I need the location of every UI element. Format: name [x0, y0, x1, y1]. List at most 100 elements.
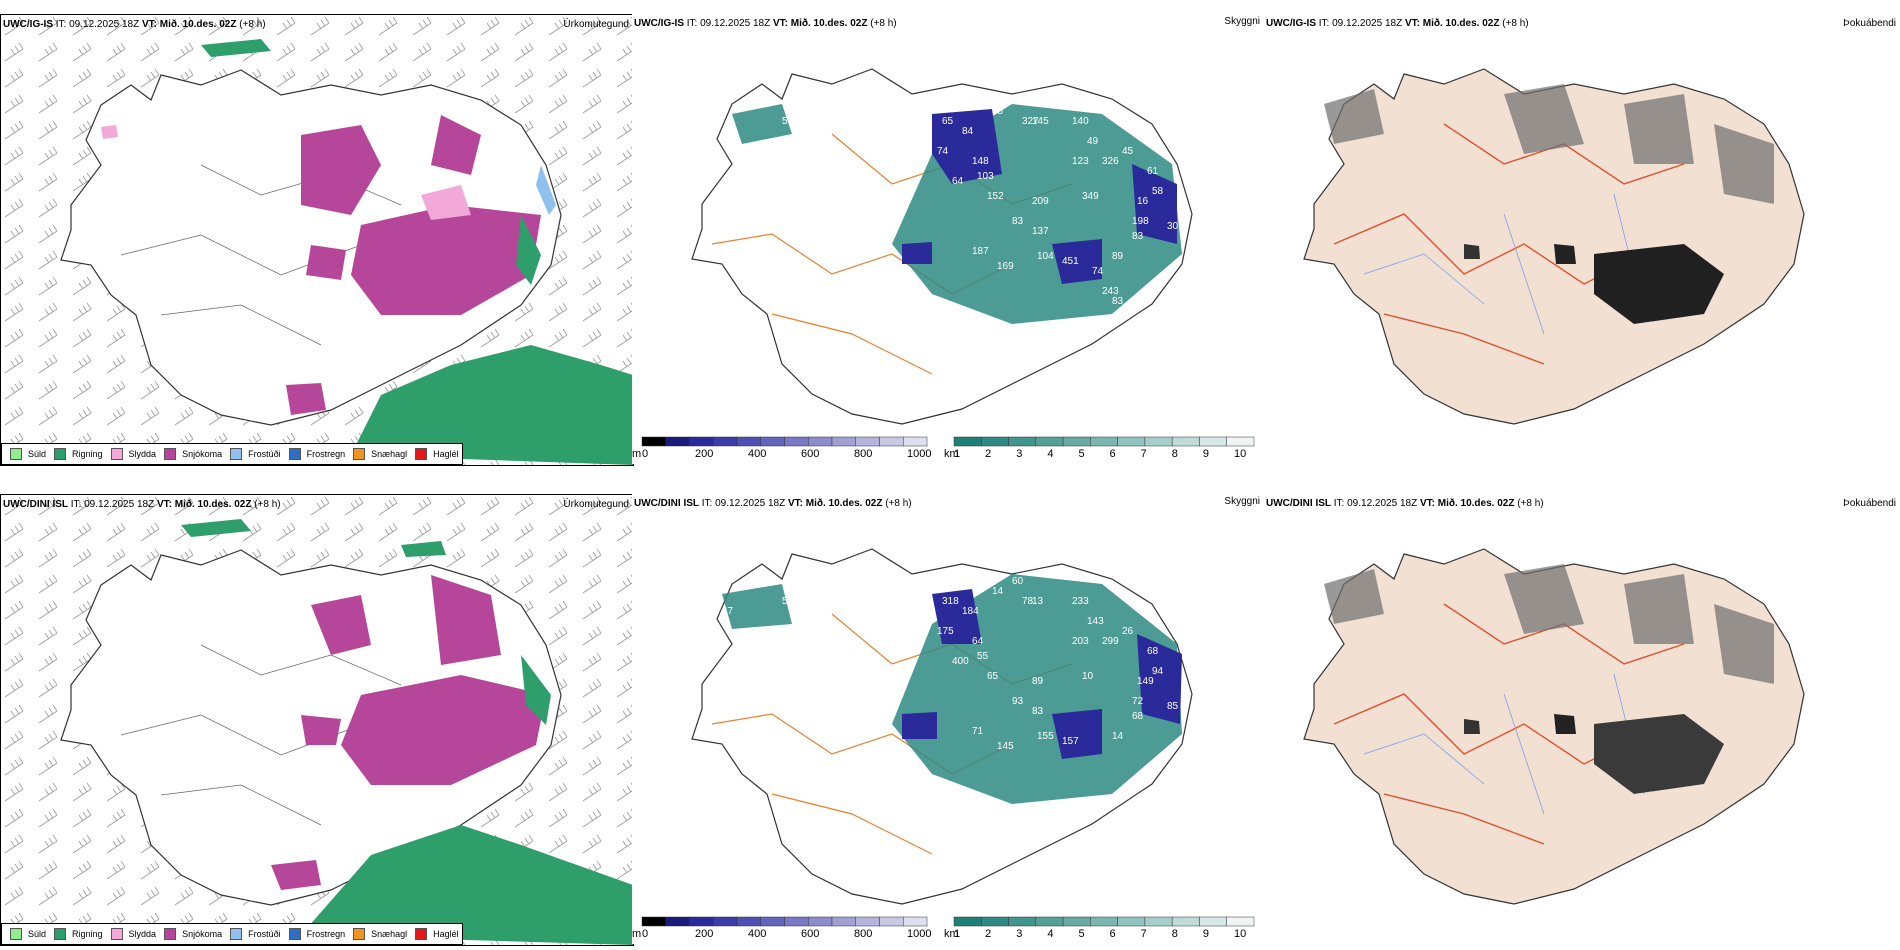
colorbar-segment	[953, 916, 982, 927]
legend-item: Snæhagl	[353, 448, 407, 460]
visibility-label: 104	[1037, 251, 1054, 262]
visibility-label: 209	[1032, 196, 1049, 207]
colorbar-segment	[1117, 916, 1146, 927]
legend-item: Snjókoma	[164, 928, 222, 940]
visibility-label: 64	[952, 176, 964, 187]
visibility-label: 47	[722, 606, 734, 617]
colorbar-tick: 5	[1078, 928, 1085, 940]
legend-item: Frostregn	[288, 928, 345, 940]
legend-item: Frostregn	[288, 448, 345, 460]
panel-variable-label: Skyggni	[1224, 496, 1260, 507]
colorbar-segment	[1062, 436, 1091, 447]
colorbar-tick: 10	[1234, 448, 1247, 460]
colorbar-segment	[641, 436, 666, 447]
colorbar-tick: 1	[954, 928, 961, 940]
colorbar-segment	[1008, 916, 1037, 927]
visibility-label: 83	[722, 126, 734, 137]
colorbar-unit: m	[632, 928, 642, 940]
visibility-label: 169	[997, 261, 1014, 272]
colorbar-segment	[689, 916, 714, 927]
colorbar-segment	[831, 436, 856, 447]
visibility-label: 327	[1022, 116, 1039, 127]
colorbar-unit: km	[944, 448, 959, 460]
visibility-label: 318	[942, 596, 959, 607]
visibility-label: 148	[972, 156, 989, 167]
legend-item: Rigning	[54, 928, 103, 940]
visibility-label: 83	[1012, 216, 1024, 227]
colorbar-segment	[1171, 916, 1200, 927]
panel-variable-label: Úrkomutegund	[563, 499, 629, 510]
colorbar-segment	[1144, 916, 1173, 927]
colorbar-segment	[1226, 436, 1255, 447]
colorbar-tick: 9	[1202, 928, 1209, 940]
colorbar-segment	[665, 916, 690, 927]
fog-map-row2	[1303, 548, 1805, 905]
colorbar-tick: 600	[801, 448, 820, 460]
height-colorbar-row1: m 0 200 400 600 800 1000	[632, 436, 937, 464]
colorbar-segment	[1035, 436, 1064, 447]
colorbar-segment	[1199, 436, 1227, 447]
visibility-label: 349	[1082, 191, 1099, 202]
visibility-label: 149	[1137, 676, 1154, 687]
colorbar-unit: m	[632, 448, 642, 460]
visibility-label: 16	[1137, 196, 1149, 207]
colorbar-tick: 2	[985, 928, 992, 940]
colorbar-segment	[784, 436, 809, 447]
visibility-label: 78	[1022, 596, 1034, 607]
colorbar-segment	[1226, 916, 1255, 927]
legend-item: Frostúði	[230, 928, 281, 940]
colorbar-tick: 0	[642, 448, 649, 460]
colorbar-tick: 200	[695, 928, 714, 940]
visibility-label: 65	[987, 671, 999, 682]
colorbar-tick: 2	[985, 448, 992, 460]
visibility-label: 60	[1012, 576, 1024, 587]
colorbar-unit: km	[944, 928, 959, 940]
colorbar-tick: 1000	[907, 448, 932, 460]
colorbar-segment	[713, 916, 738, 927]
fog-map-row1	[1303, 68, 1805, 425]
legend-item: Frostúði	[230, 448, 281, 460]
colorbar-segment	[1117, 436, 1146, 447]
visibility-label: 13	[1032, 596, 1044, 607]
visibility-label: 84	[962, 126, 974, 137]
visibility-label: 137	[1032, 226, 1049, 237]
panel-variable-label: Þokuábendi	[1843, 498, 1896, 509]
visibility-label: 243	[1102, 286, 1119, 297]
visibility-label: 83	[1132, 231, 1144, 242]
colorbar-segment	[1171, 436, 1200, 447]
panel-variable-label: Þokuábendi	[1843, 18, 1896, 29]
colorbar-tick: 6	[1109, 928, 1116, 940]
colorbar-tick: 8	[1171, 448, 1178, 460]
colorbar-segment	[903, 436, 928, 447]
colorbar-tick: 400	[748, 448, 767, 460]
visibility-label: 187	[972, 246, 989, 257]
colorbar-tick: 800	[854, 928, 873, 940]
colorbar-segment	[1090, 436, 1118, 447]
colorbar-tick: 400	[748, 928, 767, 940]
visibility-label: 145	[1032, 116, 1049, 127]
visibility-label: 14	[1112, 731, 1124, 742]
colorbar-segment	[831, 916, 856, 927]
panel-variable-label: Úrkomutegund	[563, 19, 629, 30]
visibility-label: 14	[992, 586, 1004, 597]
legend-item: Haglél	[415, 448, 459, 460]
visibility-label: 451	[1062, 256, 1079, 267]
visibility-label: 203	[1072, 636, 1089, 647]
legend-item: Súld	[10, 928, 46, 940]
visibility-label: 326	[1102, 156, 1119, 167]
visibility-label: 55	[992, 106, 1004, 117]
visibility-label: 30	[1167, 221, 1179, 232]
visibility-label: 69	[752, 96, 764, 107]
visibility-label: 50	[782, 596, 794, 607]
visibility-label: 93	[1012, 696, 1024, 707]
visibility-label: 89	[1032, 676, 1044, 687]
panel-title: UWC/DINI ISL IT: 09.12.2025 18Z VT: Mið.…	[3, 499, 281, 510]
legend-item: Súld	[10, 448, 46, 460]
visibility-panel-row2: 84 50 47 318 184 175 64 14 60 78 13 233 400 55 65 143 20…	[632, 494, 1264, 944]
colorbar-tick: 5	[1078, 448, 1085, 460]
colorbar-tick: 10	[1234, 928, 1247, 940]
colorbar-tick: 7	[1140, 928, 1147, 940]
visibility-label: 55	[977, 651, 989, 662]
legend-item: Slydda	[110, 448, 156, 460]
